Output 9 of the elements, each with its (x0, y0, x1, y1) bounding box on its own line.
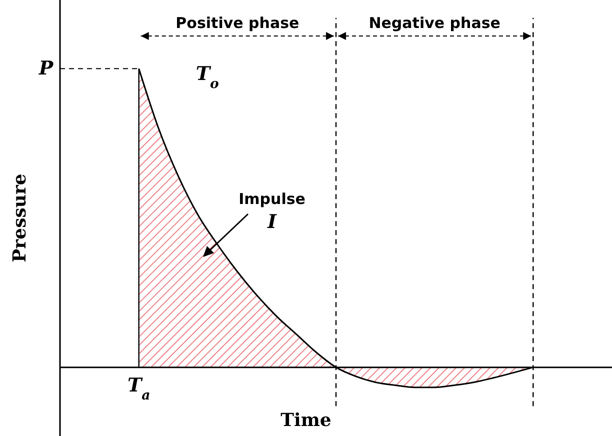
y-axis-title: Pressure (9, 174, 30, 262)
annotation: Impulse (238, 190, 306, 208)
annotation: I (266, 211, 278, 233)
ref-line-label: P (38, 58, 54, 80)
annotation: T$_{o}$ (196, 63, 220, 92)
text: Negative phase (368, 14, 500, 32)
x-axis-title: Time (280, 410, 332, 431)
annotation: T$_{a}$ (127, 374, 150, 403)
text: Positive phase (176, 14, 300, 32)
